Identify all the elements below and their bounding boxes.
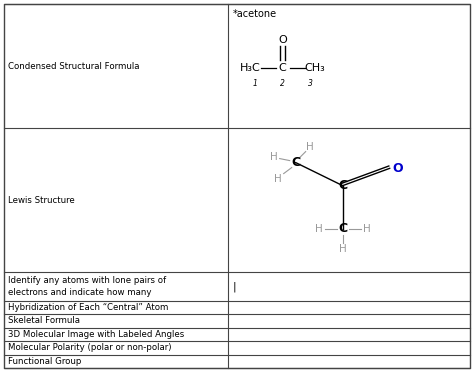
Text: H₃C: H₃C	[240, 64, 261, 74]
Text: C: C	[338, 179, 347, 192]
Text: H: H	[315, 224, 322, 234]
Text: H: H	[363, 224, 371, 234]
Text: H: H	[270, 151, 278, 161]
Text: Functional Group: Functional Group	[8, 357, 82, 366]
Text: *acetone: *acetone	[233, 9, 277, 19]
Text: Lewis Structure: Lewis Structure	[8, 196, 75, 205]
Text: CH₃: CH₃	[304, 64, 325, 74]
Text: C: C	[338, 222, 347, 235]
Text: O: O	[278, 35, 287, 45]
Text: 3: 3	[308, 80, 313, 89]
Text: H: H	[306, 142, 314, 151]
Text: H: H	[274, 174, 282, 184]
Text: Hybridization of Each “Central” Atom: Hybridization of Each “Central” Atom	[8, 303, 168, 312]
Text: Molecular Polarity (polar or non-polar): Molecular Polarity (polar or non-polar)	[8, 343, 172, 352]
Text: 1: 1	[252, 80, 257, 89]
Text: O: O	[392, 162, 403, 175]
Text: C: C	[279, 64, 287, 74]
Text: |: |	[233, 281, 237, 292]
Text: 2: 2	[280, 80, 285, 89]
Text: C: C	[291, 156, 300, 169]
Text: Condensed Structural Formula: Condensed Structural Formula	[8, 61, 139, 71]
Text: Skeletal Formula: Skeletal Formula	[8, 316, 80, 325]
Text: H: H	[339, 244, 346, 254]
Text: Identify any atoms with lone pairs of
electrons and indicate how many: Identify any atoms with lone pairs of el…	[8, 276, 166, 297]
Text: 3D Molecular Image with Labeled Angles: 3D Molecular Image with Labeled Angles	[8, 330, 184, 339]
